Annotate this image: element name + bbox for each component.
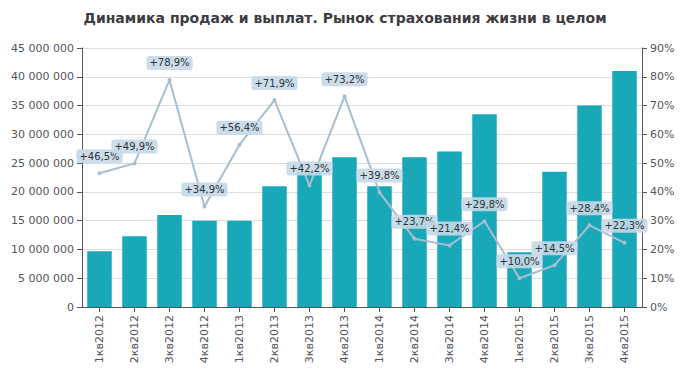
svg-text:1кв2013: 1кв2013 <box>233 315 246 363</box>
svg-text:+22,3%: +22,3% <box>604 220 644 231</box>
svg-text:4кв2012: 4кв2012 <box>198 315 211 363</box>
svg-text:25 000 000: 25 000 000 <box>11 157 74 170</box>
svg-text:+78,9%: +78,9% <box>149 57 189 68</box>
svg-text:3кв2014: 3кв2014 <box>443 315 456 363</box>
svg-text:2кв2012: 2кв2012 <box>128 315 141 363</box>
svg-text:60%: 60% <box>650 128 674 141</box>
svg-text:30 000 000: 30 000 000 <box>11 128 74 141</box>
svg-text:4кв2014: 4кв2014 <box>478 315 491 363</box>
svg-text:45 000 000: 45 000 000 <box>11 42 74 55</box>
svg-text:70%: 70% <box>650 99 674 112</box>
svg-text:90%: 90% <box>650 42 674 55</box>
svg-text:+21,4%: +21,4% <box>429 223 469 234</box>
svg-text:+14,5%: +14,5% <box>534 243 574 254</box>
svg-text:5 000 000: 5 000 000 <box>18 272 74 285</box>
svg-text:3кв2015: 3кв2015 <box>583 315 596 363</box>
svg-text:4кв2015: 4кв2015 <box>618 315 631 363</box>
svg-text:+23,7%: +23,7% <box>394 216 435 228</box>
svg-text:+10,0%: +10,0% <box>499 256 539 267</box>
svg-text:30%: 30% <box>650 214 674 227</box>
svg-text:35 000 000: 35 000 000 <box>11 99 74 112</box>
svg-text:50%: 50% <box>650 157 674 170</box>
svg-text:20 000 000: 20 000 000 <box>11 185 74 198</box>
svg-text:2кв2014: 2кв2014 <box>408 315 421 363</box>
svg-text:+73,2%: +73,2% <box>324 74 364 85</box>
svg-text:+42,2%: +42,2% <box>289 163 329 174</box>
svg-text:Динамика продаж и выплат. Рыно: Динамика продаж и выплат. Рынок страхова… <box>83 10 606 26</box>
svg-text:+56,4%: +56,4% <box>219 122 259 133</box>
svg-text:+39,8%: +39,8% <box>359 170 399 181</box>
svg-text:80%: 80% <box>650 70 674 83</box>
svg-text:3кв2013: 3кв2013 <box>303 315 316 363</box>
svg-text:1кв2015: 1кв2015 <box>513 315 526 363</box>
svg-text:3кв2012: 3кв2012 <box>163 315 176 363</box>
svg-text:+28,4%: +28,4% <box>569 203 609 214</box>
svg-text:40%: 40% <box>650 185 674 198</box>
svg-text:1кв2014: 1кв2014 <box>373 315 386 363</box>
svg-text:+29,8%: +29,8% <box>464 199 504 210</box>
svg-text:0%: 0% <box>650 301 667 314</box>
svg-text:1кв2012: 1кв2012 <box>93 315 106 363</box>
svg-text:10%: 10% <box>650 272 674 285</box>
svg-text:+71,9%: +71,9% <box>254 78 294 89</box>
svg-text:0: 0 <box>67 301 74 314</box>
svg-text:+49,9%: +49,9% <box>114 141 154 152</box>
svg-text:+34,9%: +34,9% <box>184 184 224 195</box>
svg-text:20%: 20% <box>650 243 674 256</box>
svg-text:15 000 000: 15 000 000 <box>11 214 74 227</box>
svg-text:4кв2013: 4кв2013 <box>338 315 351 363</box>
svg-text:40 000 000: 40 000 000 <box>11 70 74 83</box>
svg-text:2кв2013: 2кв2013 <box>268 315 281 363</box>
svg-text:+46,5%: +46,5% <box>79 150 120 162</box>
svg-text:10 000 000: 10 000 000 <box>11 243 74 256</box>
svg-text:2кв2015: 2кв2015 <box>548 315 561 363</box>
